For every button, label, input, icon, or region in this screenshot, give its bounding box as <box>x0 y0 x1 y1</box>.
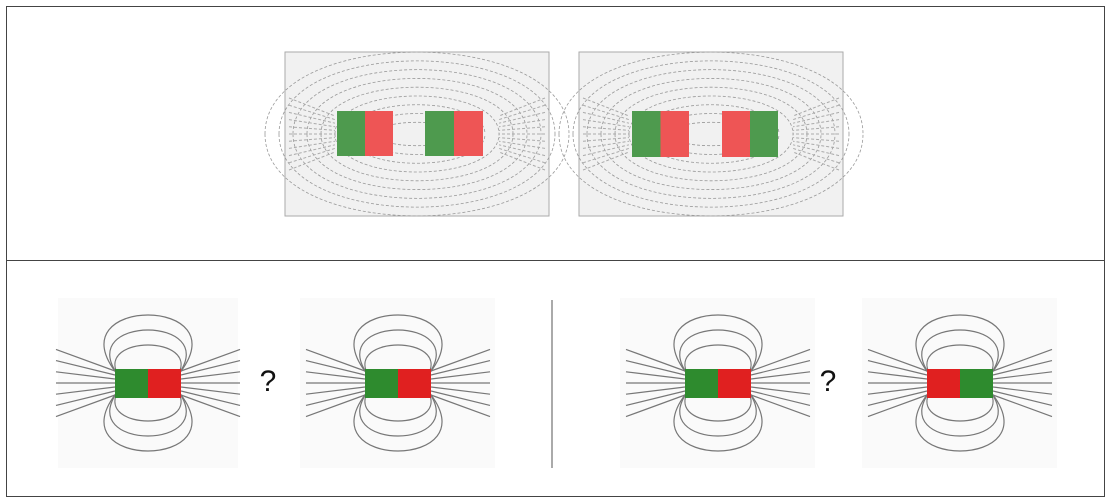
magnet-pole <box>685 369 718 398</box>
magnet-pole <box>365 111 393 156</box>
magnet-pole <box>115 369 148 398</box>
magnet-pole <box>454 111 483 156</box>
question-mark: ? <box>820 365 837 398</box>
magnet-pole <box>927 369 960 398</box>
top-panel <box>7 7 1105 261</box>
question-mark: ? <box>260 365 277 398</box>
magnet-pole <box>722 111 750 157</box>
magnet-pole <box>750 111 778 157</box>
magnet-pole <box>337 111 365 156</box>
magnet-pole <box>960 369 993 398</box>
magnet-pole <box>398 369 431 398</box>
magnet-pole <box>661 111 690 157</box>
magnet-pole <box>632 111 661 157</box>
diagram: ? ? <box>0 0 1111 504</box>
magnet-pole <box>365 369 398 398</box>
magnet-pole <box>425 111 454 156</box>
page: ? ? (() => { const data = JSON.parse(doc… <box>0 0 1111 504</box>
magnet-pole <box>148 369 181 398</box>
magnet-pole <box>718 369 751 398</box>
